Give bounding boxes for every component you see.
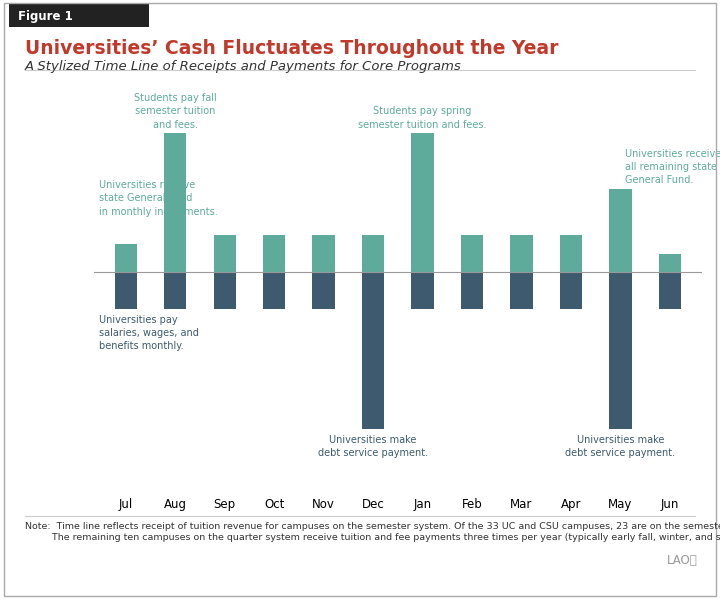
Text: Universities make
debt service payment.: Universities make debt service payment. [565,435,675,458]
Bar [362,272,384,429]
Bar [214,235,236,272]
Bar [659,272,681,309]
Bar [362,235,384,272]
Bar [510,235,533,272]
Text: Students pay fall
semester tuition
and fees.: Students pay fall semester tuition and f… [134,93,217,129]
Bar [164,134,186,272]
Text: Universities’ Cash Fluctuates Throughout the Year: Universities’ Cash Fluctuates Throughout… [25,39,559,58]
Bar [312,272,335,309]
Bar [164,272,186,309]
Text: Universities make
debt service payment.: Universities make debt service payment. [318,435,428,458]
Text: Note:  Time line reflects receipt of tuition revenue for campuses on the semeste: Note: Time line reflects receipt of tuit… [25,522,720,541]
Text: A Stylized Time Line of Receipts and Payments for Core Programs: A Stylized Time Line of Receipts and Pay… [25,60,462,73]
Text: Universities receive
all remaining state
General Fund.: Universities receive all remaining state… [626,149,720,185]
Bar [263,272,285,309]
Bar [312,235,335,272]
Text: Students pay spring
semester tuition and fees.: Students pay spring semester tuition and… [359,107,487,129]
Bar [559,272,582,309]
Text: Figure 1: Figure 1 [19,10,73,23]
Bar [411,272,433,309]
Text: Universities pay
salaries, wages, and
benefits monthly.: Universities pay salaries, wages, and be… [99,314,199,351]
Text: Universities receive
state General Fund
in monthly installments.: Universities receive state General Fund … [99,180,217,217]
Text: LAOⒶ: LAOⒶ [667,553,698,567]
Bar [609,272,631,429]
Bar [461,235,483,272]
Bar [659,253,681,272]
Bar [559,235,582,272]
Bar [461,272,483,309]
Bar [609,189,631,272]
Bar [214,272,236,309]
Bar [510,272,533,309]
Bar [411,134,433,272]
Bar [114,244,137,272]
Bar [114,272,137,309]
Bar [263,235,285,272]
